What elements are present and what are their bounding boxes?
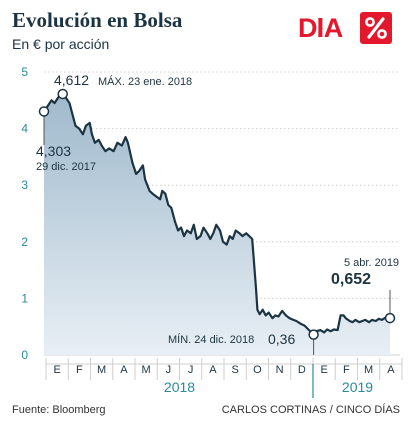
credit-note: CARLOS CORTINAS / CINCO DÍAS xyxy=(221,404,400,416)
x-month-label: F xyxy=(343,364,350,376)
x-month-label: M xyxy=(142,364,151,376)
x-month-label: E xyxy=(320,364,327,376)
x-month-label: A xyxy=(387,364,395,376)
x-month-label: O xyxy=(253,364,262,376)
x-month-label: A xyxy=(120,364,128,376)
price-line xyxy=(43,92,391,336)
price-area xyxy=(43,92,391,355)
x-month-label: J xyxy=(188,364,194,376)
start-date-label: 29 dic. 2017 xyxy=(36,161,96,173)
dia-logo: DIA xyxy=(298,12,408,44)
x-month-label: F xyxy=(76,364,83,376)
y-tick-label: 4 xyxy=(21,122,28,136)
max-date-label: MÁX. 23 ene. 2018 xyxy=(98,75,192,88)
x-month-label: E xyxy=(53,364,60,376)
x-month-label: S xyxy=(231,364,238,376)
max-marker xyxy=(57,88,68,100)
x-year-label-2019: 2019 xyxy=(342,379,373,395)
min-marker xyxy=(308,329,319,340)
annotations: 4,303 29 dic. 2017 4,612 MÁX. 23 ene. 2018 M… xyxy=(36,72,399,355)
y-tick-label: 1 xyxy=(21,291,28,305)
min-date-label: MÍN. 24 dic. 2018 xyxy=(168,333,254,346)
logo-wordmark: DIA xyxy=(298,12,343,43)
start-marker xyxy=(38,106,50,117)
y-axis: 0 1 2 3 4 5 xyxy=(21,65,28,362)
end-value-label: 0,652 xyxy=(331,271,371,288)
chart-title: Evolución en Bolsa xyxy=(12,8,183,32)
x-year-label-2018: 2018 xyxy=(164,379,195,395)
y-tick-label: 5 xyxy=(21,65,28,79)
x-month-label: A xyxy=(209,364,217,376)
y-tick-label: 0 xyxy=(21,348,28,362)
x-month-label: M xyxy=(97,364,106,376)
price-area-fill xyxy=(44,94,390,355)
y-tick-label: 2 xyxy=(21,235,28,249)
source-note: Fuente: Bloomberg xyxy=(12,404,106,416)
max-value-label: 4,612 xyxy=(54,72,89,88)
logo-percent-mark xyxy=(360,12,392,44)
end-date-label: 5 abr. 2019 xyxy=(344,257,399,269)
x-month-label: D xyxy=(298,364,306,376)
chart-subtitle: En € por acción xyxy=(12,36,110,52)
end-marker xyxy=(384,312,396,324)
y-tick-label: 3 xyxy=(21,178,28,192)
x-month-label: J xyxy=(166,364,172,376)
x-month-label: M xyxy=(364,364,373,376)
x-axis: E F M A M J J A S O N D E F M A 2018 2019 xyxy=(45,358,403,398)
min-value-label: 0,36 xyxy=(268,331,295,347)
start-value-label: 4,303 xyxy=(36,143,71,159)
x-month-label: N xyxy=(276,364,284,376)
